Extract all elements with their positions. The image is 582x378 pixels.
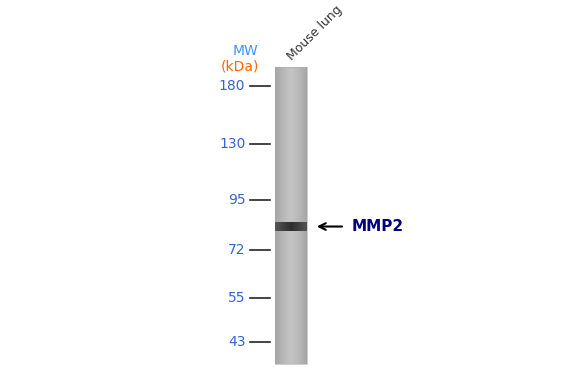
Bar xyxy=(275,222,276,231)
Bar xyxy=(288,222,289,231)
Bar xyxy=(299,222,300,231)
Bar xyxy=(275,67,307,364)
Text: Mouse lung: Mouse lung xyxy=(285,3,345,63)
Bar xyxy=(290,222,291,231)
Text: 180: 180 xyxy=(219,79,245,93)
Bar xyxy=(286,222,287,231)
Bar xyxy=(302,222,303,231)
Text: 43: 43 xyxy=(228,335,245,349)
Text: (kDa): (kDa) xyxy=(221,60,258,74)
Bar xyxy=(284,222,285,231)
Bar xyxy=(298,222,299,231)
Text: 130: 130 xyxy=(219,137,245,151)
Bar xyxy=(287,222,288,231)
Text: 72: 72 xyxy=(228,243,245,257)
Text: MW: MW xyxy=(232,44,258,58)
Text: MMP2: MMP2 xyxy=(352,219,404,234)
Bar xyxy=(293,222,294,231)
Text: 95: 95 xyxy=(228,193,245,207)
Bar xyxy=(278,222,279,231)
Bar xyxy=(289,222,290,231)
Bar xyxy=(285,222,286,231)
Bar xyxy=(280,222,281,231)
Bar xyxy=(295,222,296,231)
Bar xyxy=(300,222,301,231)
Bar xyxy=(279,222,280,231)
Bar xyxy=(276,222,278,231)
Bar xyxy=(301,222,302,231)
Text: 55: 55 xyxy=(228,291,245,305)
Bar xyxy=(296,222,297,231)
Bar xyxy=(282,222,283,231)
Bar xyxy=(294,222,295,231)
Bar xyxy=(281,222,282,231)
Bar xyxy=(304,222,306,231)
Bar xyxy=(283,222,284,231)
Bar xyxy=(306,222,307,231)
Bar xyxy=(303,222,304,231)
Bar xyxy=(292,222,293,231)
Bar xyxy=(297,222,298,231)
Bar xyxy=(291,222,292,231)
